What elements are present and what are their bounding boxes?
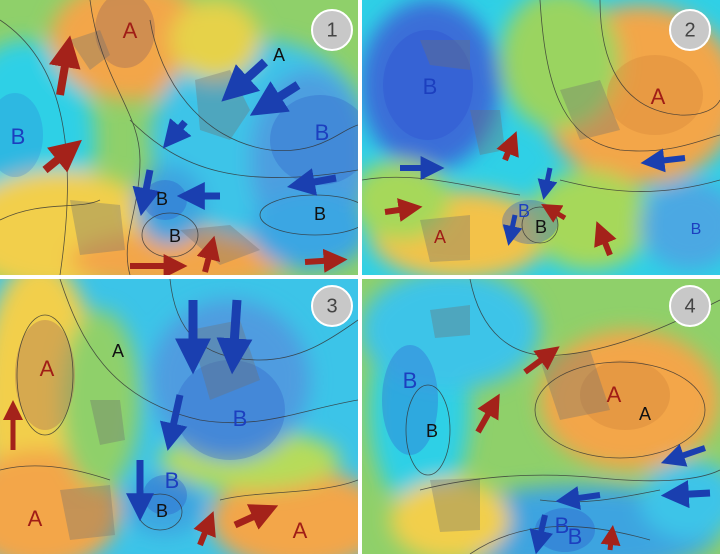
land-masses [420, 40, 620, 262]
low-pressure-zone [382, 345, 438, 455]
pressure-label: A [293, 518, 308, 543]
pressure-label: A [607, 382, 622, 407]
warm-wind-arrow [541, 203, 567, 223]
pressure-label: B [233, 406, 248, 431]
pressure-label: A [651, 84, 666, 109]
panel-number: 1 [326, 19, 337, 41]
panel-number-badge [669, 9, 711, 51]
pressure-label: A [40, 356, 55, 381]
wind-arrows [42, 35, 348, 275]
pressure-label: A [112, 341, 124, 361]
cold-wind-arrow [162, 118, 192, 149]
land-masses [70, 30, 260, 265]
panel-number-badge [669, 285, 711, 327]
pressure-label: B [403, 368, 418, 393]
isobars [0, 279, 358, 531]
warm-wind-arrow [304, 248, 348, 273]
panel-2: B A A B B B 2 [362, 0, 720, 275]
panel-1: A A B B B B B 1 [0, 0, 358, 275]
cold-wind-arrow [537, 167, 558, 200]
panel-number-badge [311, 9, 353, 51]
cold-wind-arrow [221, 58, 269, 102]
panel-number: 3 [326, 295, 337, 317]
pressure-label: B [11, 124, 26, 149]
cold-wind-arrow [132, 169, 161, 216]
cold-wind-arrow [660, 443, 706, 467]
pressure-label: B [165, 468, 180, 493]
panel-divider-horizontal [0, 275, 720, 279]
cold-wind-arrow [286, 168, 337, 196]
pressure-label: B [169, 226, 181, 246]
warm-wind-arrow [384, 198, 423, 222]
pressure-label: B [568, 524, 583, 549]
pressure-label: B [426, 421, 438, 441]
panel-number-badge [311, 285, 353, 327]
low-pressure-zone [383, 30, 473, 140]
low-pressure-zone [143, 475, 187, 515]
warm-wind-arrow [49, 35, 81, 96]
warm-wind-arrow [193, 511, 216, 547]
pressure-label: A [434, 227, 446, 247]
cold-wind-arrow [216, 299, 253, 375]
cold-wind-arrow [159, 394, 188, 451]
panel-number: 4 [684, 295, 695, 317]
warm-wind-arrow [233, 504, 279, 530]
warm-wind-arrow [196, 235, 221, 273]
low-pressure-zone [175, 360, 285, 460]
pressure-label: B [535, 217, 547, 237]
high-pressure-zone [15, 320, 75, 430]
pressure-label: B [156, 501, 168, 521]
pressure-label: B [423, 74, 438, 99]
wind-arrows [3, 299, 279, 547]
warm-wind-arrow [594, 221, 617, 257]
warm-wind-arrow [475, 393, 500, 434]
isobars [362, 0, 720, 244]
high-pressure-zone [580, 360, 670, 430]
cold-wind-arrow [529, 514, 553, 554]
warm-wind-arrow [600, 525, 621, 551]
warm-wind-arrow [496, 131, 519, 162]
low-pressure-zone [270, 95, 358, 185]
panel-3: A A B B B A A 3 [0, 279, 358, 554]
cold-wind-arrow [660, 480, 711, 509]
isobars [405, 279, 720, 554]
pressure-label: B [156, 189, 168, 209]
pressure-label: A [123, 18, 138, 43]
pressure-label: A [639, 404, 651, 424]
panel-number: 2 [684, 19, 695, 41]
cold-wind-arrow [249, 81, 301, 116]
pressure-label: A [273, 45, 285, 65]
low-pressure-zone [0, 93, 43, 177]
cold-wind-arrow [555, 486, 601, 510]
pressure-label: B [518, 201, 530, 221]
warm-wind-arrow [523, 346, 560, 375]
cold-wind-arrow [640, 148, 686, 173]
wind-arrows [384, 131, 686, 257]
pressure-label: B [314, 204, 326, 224]
wind-arrows [475, 346, 711, 554]
pressure-label: B [691, 221, 702, 238]
cold-wind-arrow [502, 214, 523, 246]
pressure-label: A [28, 506, 43, 531]
high-pressure-zone [95, 0, 155, 68]
pressure-label: B [315, 120, 330, 145]
pressure-label: B [555, 513, 570, 538]
warm-wind-arrow [42, 139, 82, 174]
panel-4: B B A A B B 4 [362, 279, 720, 554]
